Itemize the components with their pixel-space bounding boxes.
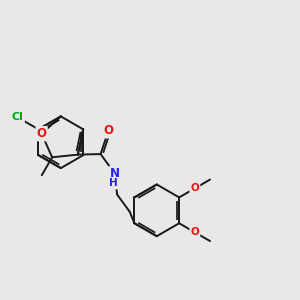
Text: N: N [110,167,120,180]
Text: O: O [103,124,113,137]
Text: O: O [37,127,46,140]
Text: O: O [190,227,199,237]
Text: O: O [190,183,199,194]
Text: Cl: Cl [12,112,24,122]
Text: H: H [109,178,118,188]
